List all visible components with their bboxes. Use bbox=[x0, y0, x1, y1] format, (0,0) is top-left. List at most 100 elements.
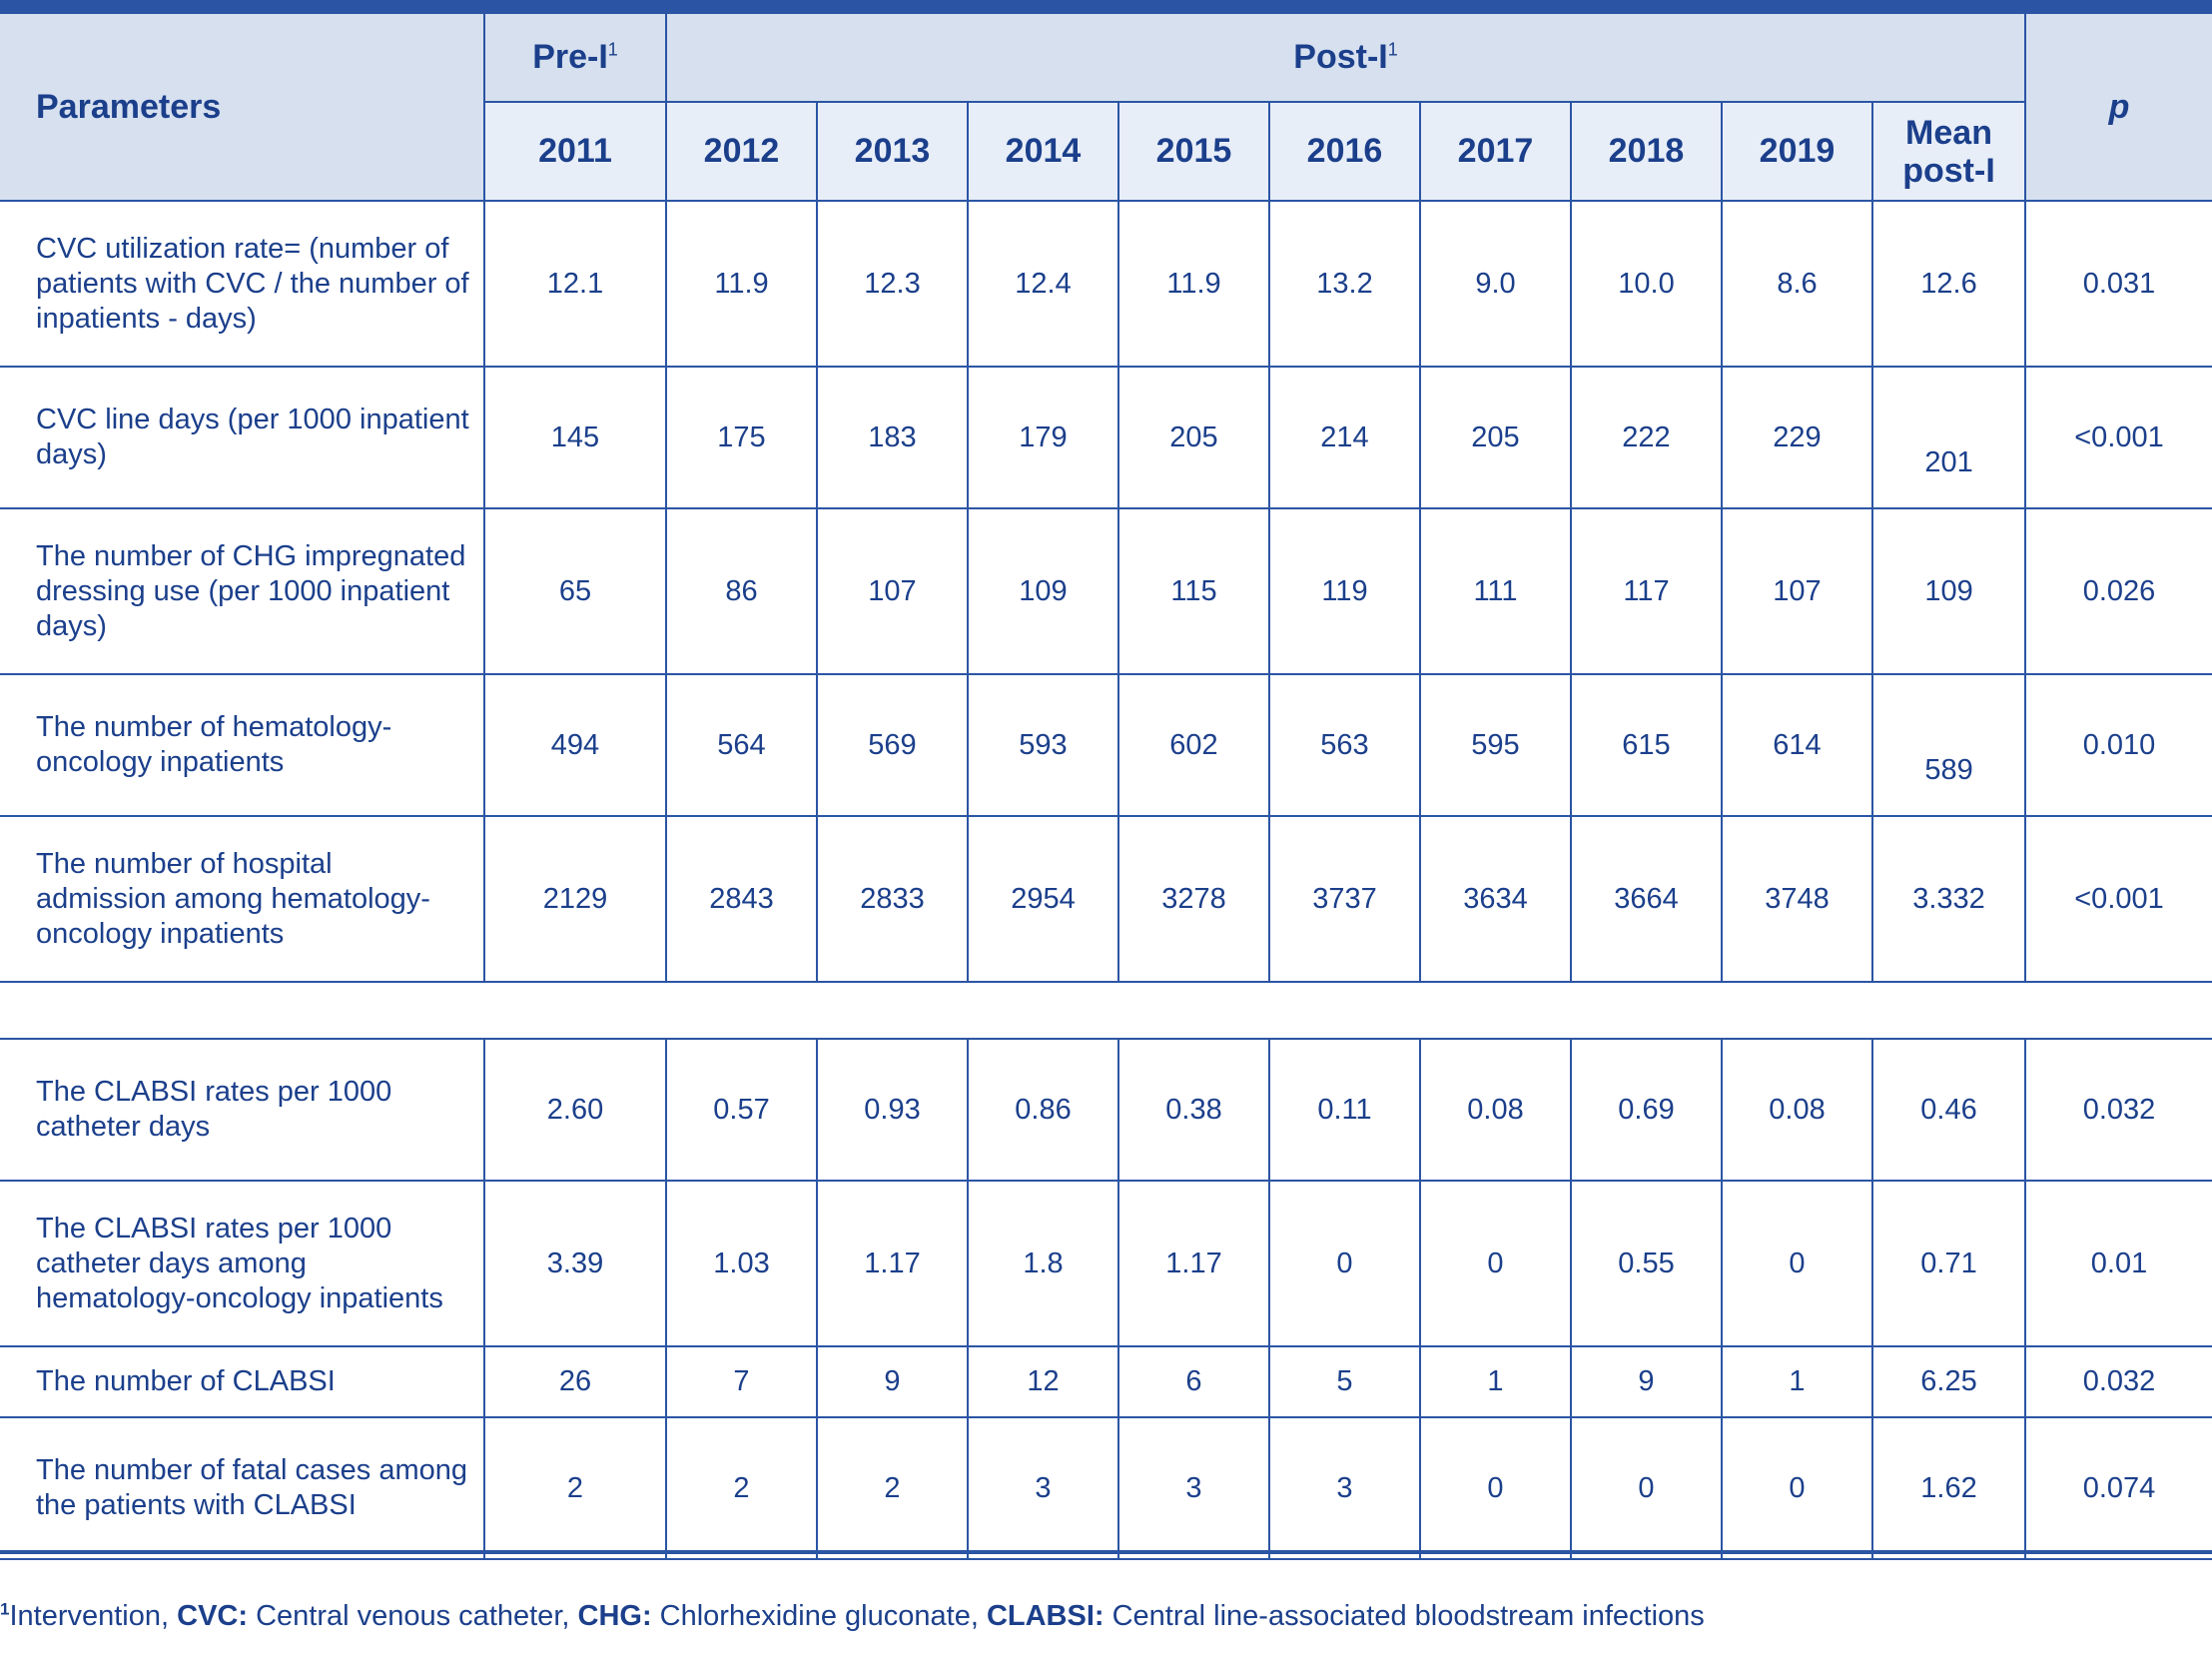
table-cell: 111 bbox=[1419, 507, 1572, 675]
table-row: The number of hematology-oncology inpati… bbox=[0, 673, 2212, 817]
footnote: 1Intervention, CVC: Central venous cathe… bbox=[0, 1599, 1705, 1632]
table-cell: 205 bbox=[1419, 366, 1572, 509]
table-cell: 0.38 bbox=[1117, 1038, 1270, 1182]
table-cell: 119 bbox=[1268, 507, 1421, 675]
table-cell-mean: 0.46 bbox=[1870, 1038, 2027, 1182]
footnote-marker: 1 bbox=[0, 1599, 10, 1619]
table-cell-p: <0.001 bbox=[2024, 815, 2212, 983]
table-cell: 115 bbox=[1117, 507, 1270, 675]
table-cell: 2954 bbox=[967, 815, 1119, 983]
table-cell: 0 bbox=[1419, 1416, 1572, 1560]
table-row: CVC line days (per 1000 inpatient days) … bbox=[0, 366, 2212, 509]
table-cell-mean: 589 bbox=[1870, 673, 2027, 817]
table-cell: 1.8 bbox=[967, 1180, 1119, 1347]
table-cell: 2.60 bbox=[483, 1038, 667, 1182]
row-label: CVC line days (per 1000 inpatient days) bbox=[0, 366, 485, 509]
header-year: 2016 bbox=[1268, 101, 1421, 202]
row-label: The number of hematology-oncology inpati… bbox=[0, 673, 485, 817]
table-cell-mean: 109 bbox=[1870, 507, 2027, 675]
table-cell: 564 bbox=[665, 673, 818, 817]
header-mean-post: Mean post-I bbox=[1870, 101, 2026, 202]
table-cell: 0 bbox=[1721, 1180, 1873, 1347]
table-cell: 9.0 bbox=[1419, 200, 1572, 368]
table-cell: 0.08 bbox=[1419, 1038, 1572, 1182]
table-cell: 5 bbox=[1268, 1345, 1421, 1418]
table-cell: 8.6 bbox=[1721, 200, 1873, 368]
table-cell-p: 0.032 bbox=[2024, 1345, 2212, 1418]
table-cell: 0.11 bbox=[1268, 1038, 1421, 1182]
header-year: 2011 bbox=[484, 101, 667, 202]
table-cell-mean: 3.332 bbox=[1870, 815, 2027, 983]
table-cell: 1.17 bbox=[816, 1180, 969, 1347]
table-cell: 175 bbox=[665, 366, 818, 509]
table-cell: 602 bbox=[1117, 673, 1270, 817]
table-cell-p: 0.074 bbox=[2024, 1416, 2212, 1560]
table-cell: 595 bbox=[1419, 673, 1572, 817]
table-row: The number of CLABSI 26 7 9 12 6 5 1 9 1… bbox=[0, 1345, 2212, 1418]
table-cell: 494 bbox=[483, 673, 667, 817]
table-cell-mean: 1.62 bbox=[1870, 1416, 2027, 1560]
row-label: The number of CHG impregnated dressing u… bbox=[0, 507, 485, 675]
table-cell: 2 bbox=[665, 1416, 818, 1560]
table-cell: 12.3 bbox=[816, 200, 969, 368]
table-cell: 0.93 bbox=[816, 1038, 969, 1182]
row-label: The CLABSI rates per 1000 catheter days … bbox=[0, 1180, 485, 1347]
table-cell: 183 bbox=[816, 366, 969, 509]
table-cell-mean: 12.6 bbox=[1870, 200, 2027, 368]
row-label: CVC utilization rate= (number of patient… bbox=[0, 200, 485, 368]
table-cell-mean: 201 bbox=[1870, 366, 2027, 509]
table-cell: 12.1 bbox=[483, 200, 667, 368]
header-year: 2012 bbox=[665, 101, 818, 202]
header-p-value: p bbox=[2024, 12, 2212, 202]
row-label: The number of fatal cases among the pati… bbox=[0, 1416, 485, 1560]
table-cell: 3 bbox=[967, 1416, 1119, 1560]
header-row-1: Parameters Pre-I1 Post-I1 p bbox=[0, 12, 2212, 202]
row-label: The number of hospital admission among h… bbox=[0, 815, 485, 983]
table-cell: 615 bbox=[1570, 673, 1723, 817]
row-label: The CLABSI rates per 1000 catheter days bbox=[0, 1038, 485, 1182]
table-cell: 9 bbox=[1570, 1345, 1723, 1418]
table-cell: 0 bbox=[1570, 1416, 1723, 1560]
table-cell: 145 bbox=[483, 366, 667, 509]
header-pre-intervention: Pre-I1 bbox=[483, 12, 667, 103]
table-cell-mean: 0.71 bbox=[1870, 1180, 2027, 1347]
table-cell-p: 0.01 bbox=[2024, 1180, 2212, 1347]
table-row: The CLABSI rates per 1000 catheter days … bbox=[0, 1180, 2212, 1347]
table-cell: 1 bbox=[1721, 1345, 1873, 1418]
table-cell: 2843 bbox=[665, 815, 818, 983]
spacer-cell bbox=[0, 981, 2212, 1040]
table-cell: 11.9 bbox=[1117, 200, 1270, 368]
table-cell: 2833 bbox=[816, 815, 969, 983]
table-cell: 0.08 bbox=[1721, 1038, 1873, 1182]
table-cell: 117 bbox=[1570, 507, 1723, 675]
table-row: The number of CHG impregnated dressing u… bbox=[0, 507, 2212, 675]
table-cell: 2129 bbox=[483, 815, 667, 983]
table-cell: 0.69 bbox=[1570, 1038, 1723, 1182]
table-row: The number of fatal cases among the pati… bbox=[0, 1416, 2212, 1560]
bottom-rule bbox=[0, 1550, 2212, 1554]
header-year: 2018 bbox=[1570, 101, 1723, 202]
table-cell: 3748 bbox=[1721, 815, 1873, 983]
table-cell: 3664 bbox=[1570, 815, 1723, 983]
table-cell-p: 0.026 bbox=[2024, 507, 2212, 675]
table-cell: 569 bbox=[816, 673, 969, 817]
table-cell: 1.17 bbox=[1117, 1180, 1270, 1347]
table-cell: 26 bbox=[483, 1345, 667, 1418]
table-row: CVC utilization rate= (number of patient… bbox=[0, 200, 2212, 368]
table-cell: 1.03 bbox=[665, 1180, 818, 1347]
header-year: 2019 bbox=[1721, 101, 1873, 202]
table-cell: 0.86 bbox=[967, 1038, 1119, 1182]
spacer-row bbox=[0, 981, 2212, 1040]
table-cell: 11.9 bbox=[665, 200, 818, 368]
table-cell: 2 bbox=[483, 1416, 667, 1560]
table-cell: 12 bbox=[967, 1345, 1119, 1418]
table-cell: 214 bbox=[1268, 366, 1421, 509]
table-cell: 3278 bbox=[1117, 815, 1270, 983]
table-cell: 229 bbox=[1721, 366, 1873, 509]
table-cell-p: 0.031 bbox=[2024, 200, 2212, 368]
row-label: The number of CLABSI bbox=[0, 1345, 485, 1418]
header-post-intervention: Post-I1 bbox=[664, 12, 2027, 103]
table-cell: 0 bbox=[1268, 1180, 1421, 1347]
table-cell: 3 bbox=[1117, 1416, 1270, 1560]
table-cell: 614 bbox=[1721, 673, 1873, 817]
